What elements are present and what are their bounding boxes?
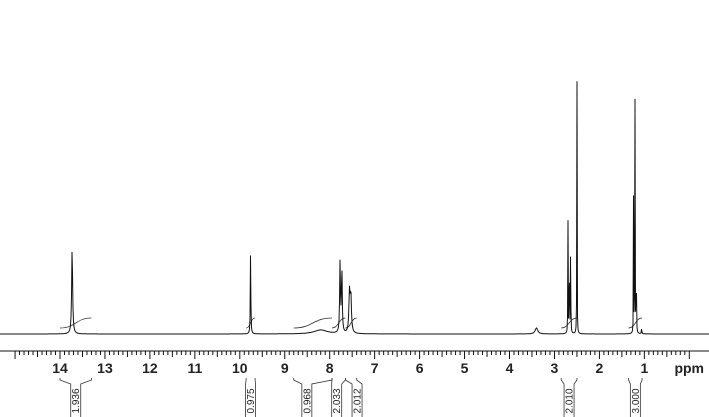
integral-value-label: 2.010 <box>565 388 576 413</box>
integral-value-label: 1.936 <box>71 388 82 413</box>
integral-curve <box>245 317 256 329</box>
integral-value-label: 3.000 <box>631 388 642 413</box>
x-tick-label: 5 <box>461 360 469 376</box>
integral-curve <box>293 317 332 329</box>
x-tick-label: 7 <box>371 360 379 376</box>
spectrum-trace <box>0 81 709 335</box>
x-tick-label: 3 <box>551 360 559 376</box>
integral-bracket <box>560 378 578 417</box>
integral-bracket <box>59 378 92 417</box>
x-tick-label: 6 <box>416 360 424 376</box>
x-tick-label: 1 <box>640 360 648 376</box>
integral-brackets: 1.936 0.975 0.968 2.033 2.012 2.010 3.000 <box>59 378 643 417</box>
integral-curve <box>628 317 643 329</box>
x-axis-ticks <box>14 351 690 359</box>
integral-curve <box>561 317 577 329</box>
x-axis-unit-label: ppm <box>674 360 704 376</box>
x-tick-label: 2 <box>596 360 604 376</box>
x-tick-label: 10 <box>232 360 248 376</box>
integral-value-label: 0.968 <box>302 388 313 413</box>
x-tick-label: 8 <box>326 360 334 376</box>
integral-value-label: 0.975 <box>246 388 257 413</box>
integral-bracket <box>245 378 256 417</box>
x-axis-tick-labels: 14 13 12 11 10 9 8 7 6 5 4 3 2 1 <box>52 360 648 376</box>
integral-value-label: 2.033 <box>332 388 343 413</box>
integral-curve <box>59 317 92 329</box>
integral-bracket <box>345 378 363 417</box>
x-tick-label: 9 <box>281 360 289 376</box>
integral-bracket <box>628 378 643 417</box>
x-tick-label: 12 <box>142 360 158 376</box>
x-tick-label: 4 <box>506 360 514 376</box>
x-tick-label: 13 <box>97 360 113 376</box>
integral-curve <box>345 317 357 329</box>
x-tick-label: 11 <box>187 360 202 376</box>
integral-curves <box>59 317 643 329</box>
integral-value-label: 2.012 <box>353 388 364 413</box>
x-tick-label: 14 <box>52 360 68 376</box>
